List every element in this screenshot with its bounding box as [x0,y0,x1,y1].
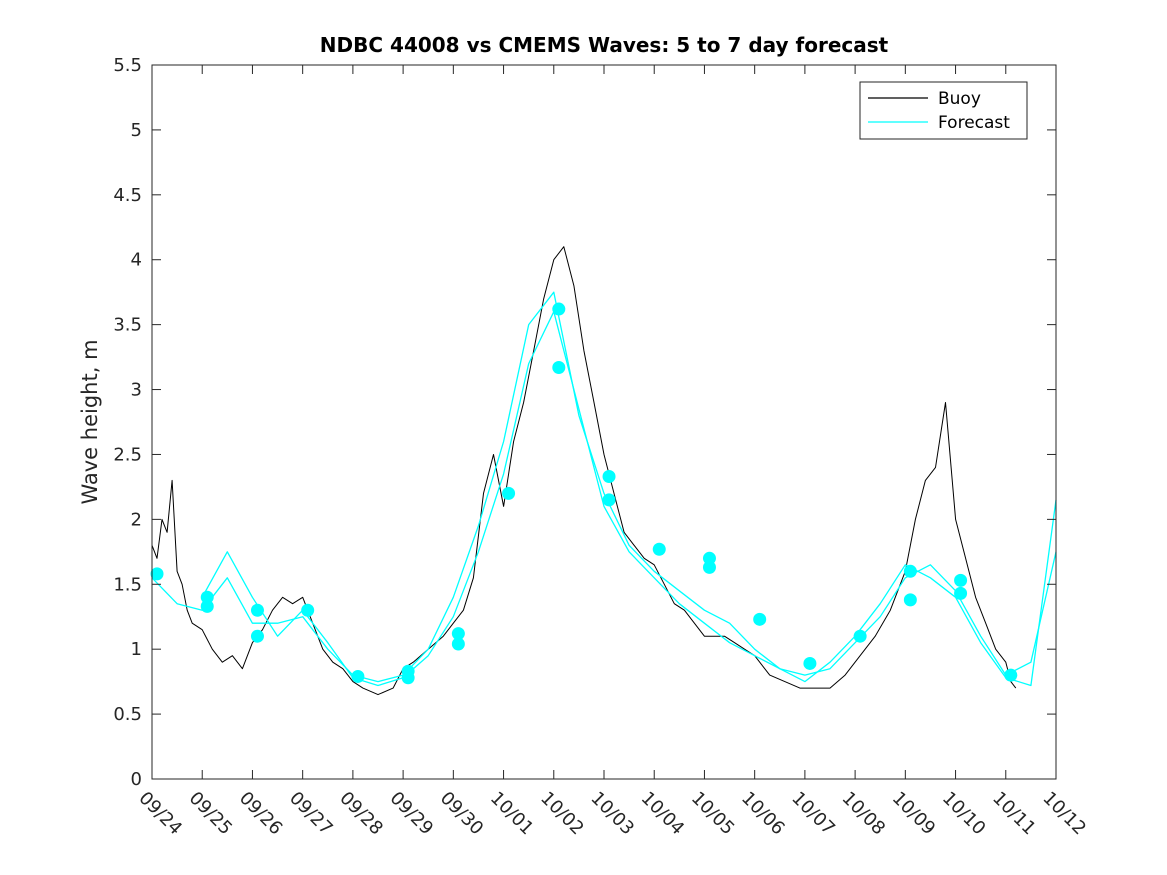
y-tick-label: 4.5 [113,185,142,206]
x-tick-label: 10/12 [1038,788,1090,840]
forecast-marker [200,599,214,613]
forecast-marker [652,542,666,556]
forecast-marker [150,567,164,581]
y-tick-label: 1 [131,639,142,660]
y-tick-label: 2.5 [113,444,142,465]
forecast-marker [954,586,968,600]
legend-label-buoy: Buoy [938,89,981,109]
x-tick-label: 10/03 [586,788,638,840]
x-tick-label: 09/27 [285,788,337,840]
legend-box [859,81,1028,140]
y-axis: 0 0.5 1 1.5 2 2.5 3 3.5 4 4.5 5 5.5 [113,55,1056,790]
x-tick-label: 09/24 [134,788,186,840]
x-tick-label: 10/06 [737,788,789,840]
x-tick-label: 10/09 [888,788,940,840]
forecast-marker [351,669,365,683]
forecast-marker [502,486,516,500]
x-tick-label: 10/05 [687,788,739,840]
forecast-marker [552,302,566,316]
y-tick-label: 3 [131,380,142,401]
forecast-marker [702,560,716,574]
forecast-series-line [151,291,1057,683]
forecast-marker [200,590,214,604]
chart-title: NDBC 44008 vs CMEMS Waves: 5 to 7 day fo… [320,33,889,57]
x-tick-label: 10/11 [988,788,1040,840]
x-tick-label: 10/04 [637,788,689,840]
forecast-marker [250,603,264,617]
y-tick-label: 3.5 [113,315,142,336]
y-tick-label: 2 [131,509,142,530]
forecast-marker [602,493,616,507]
legend-label-forecast: Forecast [938,113,1010,133]
plot-area-background [152,65,1056,779]
x-tick-label: 10/01 [486,788,538,840]
forecast-marker [903,593,917,607]
forecast-marker [301,603,315,617]
x-tick-label: 10/07 [787,788,839,840]
x-tick-label: 10/08 [838,788,890,840]
forecast-marker [451,627,465,641]
forecast-marker [552,360,566,374]
y-tick-label: 0.5 [113,704,142,725]
forecast-marker [1004,668,1018,682]
x-tick-label: 09/26 [235,788,287,840]
x-tick-label: 10/02 [536,788,588,840]
forecast-marker [753,612,767,626]
forecast-marker [803,656,817,670]
forecast-marker [903,564,917,578]
forecast-marker [451,637,465,651]
y-tick-label: 4 [131,250,142,271]
x-tick-label: 09/25 [185,788,237,840]
y-tick-label: 5 [131,120,142,141]
forecast-marker [250,629,264,643]
plot-markers [150,302,1018,685]
buoy-series-line [151,246,1017,696]
y-tick-label: 5.5 [113,55,142,76]
x-tick-label: 09/30 [436,788,488,840]
y-tick-label: 0 [131,769,142,790]
legend: Buoy Forecast [859,81,1028,140]
x-tick-label: 09/28 [335,788,387,840]
forecast-marker [954,573,968,587]
forecast-marker [853,629,867,643]
x-tick-label: 09/29 [386,788,438,840]
forecast-marker [602,470,616,484]
forecast-marker [702,551,716,565]
x-tick-label: 10/10 [938,788,990,840]
y-tick-label: 1.5 [113,574,142,595]
forecast-marker [401,671,415,685]
y-axis-label: Wave height, m [78,339,102,504]
